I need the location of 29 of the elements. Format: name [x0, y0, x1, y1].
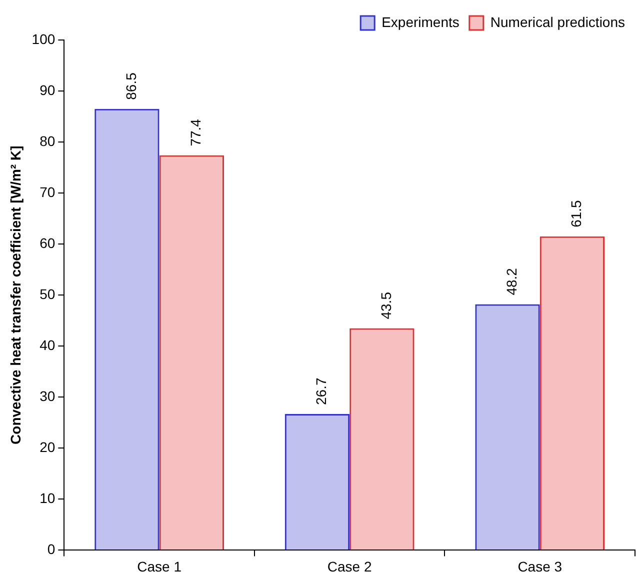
- data-label: 43.5: [378, 292, 394, 320]
- y-tick-label: 40: [40, 336, 56, 353]
- bar: [540, 236, 605, 550]
- y-tick-label: 0: [47, 541, 56, 558]
- y-axis-title: Convective heat transfer coefficient [W/m² K]: [7, 146, 24, 444]
- bar: [475, 304, 540, 550]
- bar: [159, 155, 224, 550]
- x-tick-label: Case 3: [518, 558, 562, 574]
- data-label: 48.2: [503, 268, 520, 296]
- bar: [94, 108, 160, 550]
- y-tick-label: 70: [40, 184, 56, 200]
- y-tick-label: 20: [40, 439, 56, 456]
- y-tick-label: 100: [32, 30, 56, 47]
- y-tick-label: 90: [40, 82, 56, 98]
- y-tick-label: 60: [40, 234, 56, 251]
- x-tick-label: Case 1: [137, 558, 182, 574]
- bar: [284, 414, 350, 550]
- y-tick-label: 80: [40, 132, 56, 149]
- data-label: 26.7: [313, 378, 330, 405]
- x-tick-label: Case 2: [327, 558, 372, 574]
- legend-label: Experiments: [382, 14, 460, 30]
- bar: [350, 328, 414, 550]
- y-tick-label: 30: [40, 388, 56, 404]
- data-label: 61.5: [568, 200, 584, 228]
- y-tick-label: 10: [40, 490, 56, 506]
- legend-label: Numerical predictions: [490, 14, 626, 30]
- y-tick-label: 50: [40, 286, 56, 302]
- data-label: 86.5: [122, 72, 139, 100]
- data-label: 77.4: [188, 118, 204, 146]
